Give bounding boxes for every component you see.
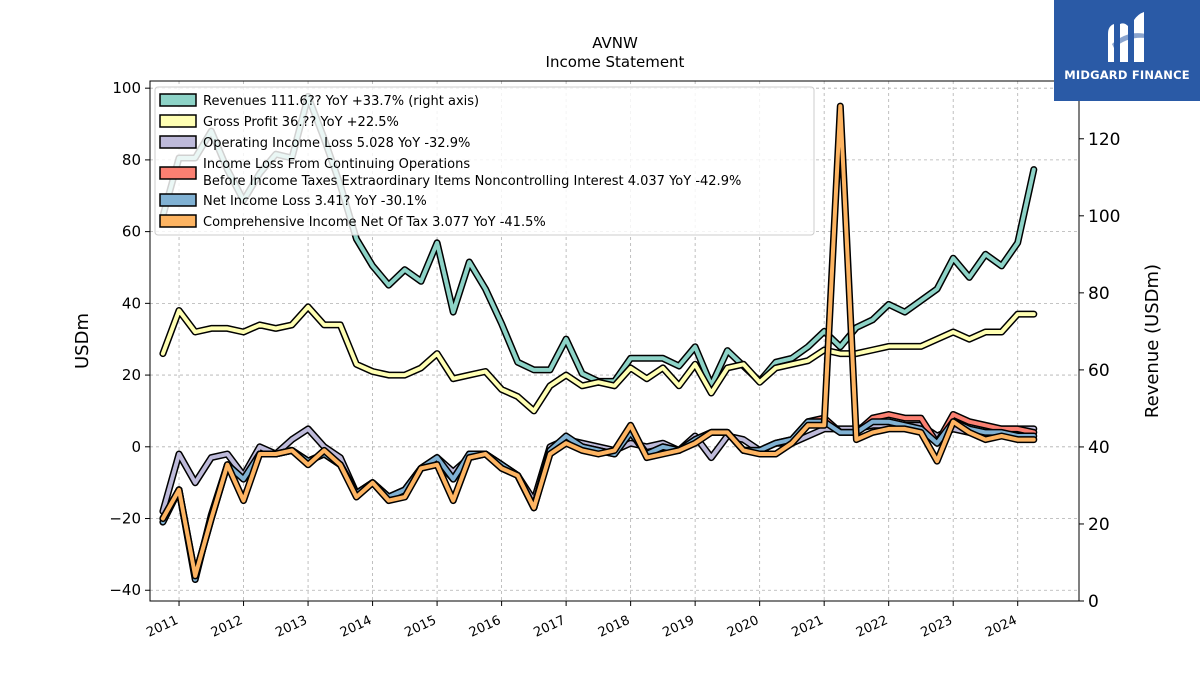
legend-entry-comprehensive-income: Comprehensive Income Net Of Tax 3.077 Yo…	[159, 214, 546, 230]
legend-label-line2: Before Income Taxes Extraordinary Items …	[203, 174, 741, 189]
legend-label: Revenues 111.6?? YoY +33.7% (right axis)	[203, 94, 479, 109]
series-line	[160, 104, 1036, 578]
legend-entry-net-income-loss: Net Income Loss 3.41? YoY -30.1%	[159, 193, 427, 209]
y-tick-label-left: −40	[109, 581, 141, 599]
series-5	[159, 102, 1038, 580]
legend-swatch	[159, 166, 197, 180]
legend-swatch	[159, 135, 197, 149]
y-tick-label-right: 40	[1088, 438, 1110, 458]
x-tick-label: 2021	[790, 613, 826, 641]
legend-frame	[154, 86, 815, 236]
legend-entry-revenues: Revenues 111.6?? YoY +33.7% (right axis)	[159, 93, 479, 109]
x-tick-label: 2024	[983, 613, 1019, 641]
y-tick-label-right: 80	[1088, 284, 1110, 304]
y-tick-label-right: 100	[1088, 207, 1120, 227]
x-tick-label: 2016	[467, 613, 503, 641]
legend-label: Comprehensive Income Net Of Tax 3.077 Yo…	[203, 215, 546, 230]
legend-entry-gross-profit: Gross Profit 36.?? YoY +22.5%	[159, 114, 399, 130]
legend-label: Net Income Loss 3.41? YoY -30.1%	[203, 194, 427, 209]
legend: Revenues 111.6?? YoY +33.7% (right axis)…	[154, 86, 815, 236]
y-tick-label-left: 80	[122, 151, 141, 169]
x-axis: 2011 2012 2013 2014 2015 2016 2017 2018 2019 2020…	[144, 601, 1019, 641]
y-tick-label-right: 120	[1088, 130, 1120, 150]
y-tick-label-left: −20	[109, 510, 141, 528]
series-1	[159, 303, 1038, 415]
logo-text: MIDGARD FINANCE	[1064, 68, 1190, 82]
y-axis-label-left: USDm	[72, 313, 93, 369]
chart-title: AVNW	[592, 34, 638, 52]
series-line	[160, 304, 1036, 413]
x-tick-label: 2018	[596, 613, 632, 641]
legend-label: Operating Income Loss 5.028 YoY -32.9%	[203, 136, 470, 151]
x-tick-label: 2020	[725, 613, 761, 641]
y-tick-label-left: 60	[122, 223, 141, 241]
series-2	[159, 421, 1038, 515]
y-tick-label-left: 100	[112, 79, 141, 97]
x-tick-label: 2013	[273, 613, 309, 641]
y-axis-label-right: Revenue (USDm)	[1142, 264, 1163, 418]
x-tick-label: 2022	[854, 613, 890, 641]
x-tick-label: 2014	[338, 613, 374, 641]
legend-swatch	[159, 193, 197, 207]
x-tick-label: 2023	[919, 613, 955, 641]
plot-area	[159, 92, 1038, 583]
y-tick-label-left: 20	[122, 366, 141, 384]
logo-mark-icon	[1108, 12, 1146, 62]
y-tick-label-right: 0	[1088, 592, 1099, 612]
legend-entry-pretax-income-loss: Income Loss From Continuing Operations B…	[159, 157, 741, 189]
midgard-finance-logo: MIDGARD FINANCE	[1054, 0, 1200, 101]
y-axis-left: −40 −20 0 20 40 60 80 100	[109, 79, 150, 599]
legend-swatch	[159, 93, 197, 107]
x-tick-label: 2019	[661, 613, 697, 641]
legend-swatch	[159, 214, 197, 228]
legend-swatch	[159, 114, 197, 128]
x-tick-label: 2012	[209, 613, 245, 641]
legend-entry-operating-income-loss: Operating Income Loss 5.028 YoY -32.9%	[159, 135, 470, 151]
legend-label-line1: Income Loss From Continuing Operations	[203, 157, 470, 172]
plot-frame	[149, 80, 1080, 602]
y-axis-right: 0 20 40 60 80 100 120	[1079, 130, 1120, 612]
x-tick-label: 2017	[531, 613, 567, 641]
x-tick-label: 2015	[402, 613, 438, 641]
legend-label: Gross Profit 36.?? YoY +22.5%	[203, 115, 399, 130]
y-tick-label-right: 60	[1088, 361, 1110, 381]
y-tick-label-left: 40	[122, 294, 141, 312]
chart-subtitle: Income Statement	[546, 53, 685, 71]
series-line	[160, 423, 1036, 514]
y-tick-label-right: 20	[1088, 515, 1110, 535]
x-tick-label: 2011	[144, 613, 180, 641]
y-tick-label-left: 0	[131, 438, 141, 456]
